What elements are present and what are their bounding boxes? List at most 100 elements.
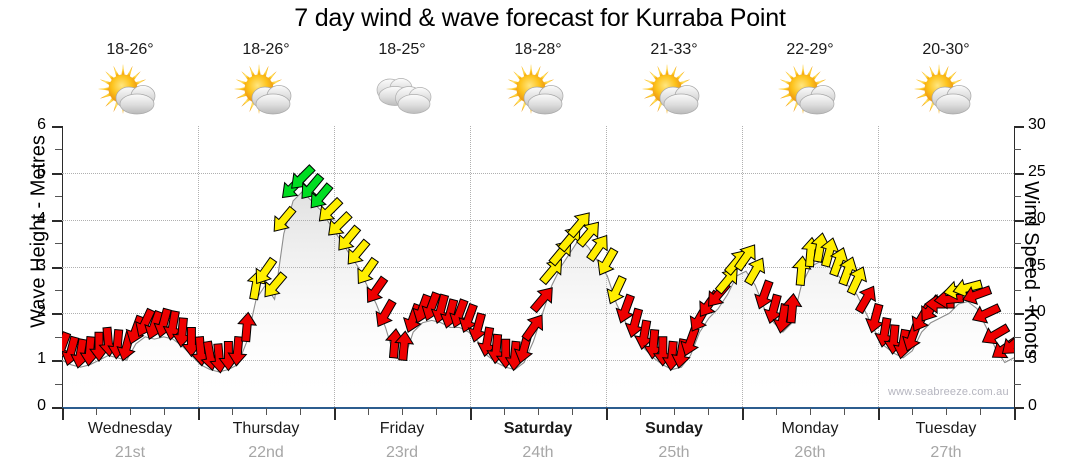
right-axis-label: 15: [1028, 256, 1046, 274]
x-axis-tick: [62, 408, 64, 420]
weather-icon-saturday: [470, 62, 606, 124]
gridline-horizontal: [62, 266, 1014, 268]
page-title: 7 day wind & wave forecast for Kurraba P…: [294, 4, 786, 32]
weather-icon-monday: [742, 62, 878, 124]
wind-arrow: [854, 285, 877, 315]
wind-arrow: [714, 268, 738, 295]
wind-arrow: [375, 298, 397, 328]
right-axis-tick: [1014, 383, 1021, 385]
wind-arrow: [347, 238, 371, 265]
left-axis-tick: [55, 383, 62, 385]
left-axis-tick: [55, 336, 62, 338]
wind-arrow: [255, 256, 278, 285]
sun-cloud-icon: [506, 64, 564, 115]
left-axis-label: 2: [37, 303, 46, 321]
right-axis-tick: [1014, 336, 1021, 338]
temperature-range-sunday: 21-33°: [650, 41, 698, 58]
x-axis-tick: [164, 408, 165, 415]
x-axis-tick: [334, 408, 336, 420]
wind-arrow: [539, 259, 563, 286]
left-axis-tick: [52, 266, 62, 269]
weather-icon-tuesday: [878, 62, 1014, 124]
day-date-tuesday: 27th: [930, 444, 962, 461]
left-axis-label: 5: [37, 162, 46, 180]
wind-arrow: [615, 293, 635, 324]
sun-cloud-icon: [914, 64, 972, 115]
x-axis-tick: [640, 408, 641, 415]
day-date-wednesday: 21st: [114, 444, 146, 461]
x-axis-tick: [844, 408, 845, 415]
x-axis-tick: [198, 408, 200, 420]
gridline-horizontal: [62, 219, 1014, 221]
x-axis-tick: [300, 408, 301, 415]
day-date-thursday: 22nd: [248, 444, 284, 461]
wind-arrow: [971, 303, 1002, 324]
temperature-range-friday: 18-25°: [378, 41, 426, 58]
left-axis-tick: [55, 196, 62, 198]
x-axis-tick: [368, 408, 369, 415]
day-date-friday: 23rd: [385, 444, 419, 461]
right-axis-tick: [1014, 243, 1021, 245]
right-axis-tick: [1014, 126, 1024, 128]
gridline-horizontal: [62, 313, 1014, 315]
right-axis-label: 5: [1028, 350, 1037, 368]
wind-arrow: [394, 330, 415, 362]
left-axis-tick: [52, 313, 62, 316]
right-axis-tick: [1014, 196, 1021, 198]
day-date-monday: 26th: [794, 444, 826, 461]
watermark: www.seabreeze.com.au: [888, 386, 1009, 398]
wave-height-shading: [62, 191, 1014, 407]
wind-direction-arrows: [62, 164, 1014, 374]
left-axis-label: 0: [37, 397, 46, 414]
day-date-saturday: 24th: [522, 444, 554, 461]
sun-cloud-icon: [642, 64, 700, 115]
temperature-range-tuesday: 20-30°: [922, 41, 970, 58]
x-axis-tick: [130, 408, 131, 415]
x-axis-tick: [606, 408, 608, 420]
x-axis-tick: [538, 408, 539, 415]
left-axis-label: 4: [37, 209, 46, 227]
right-axis-label: 20: [1028, 209, 1046, 227]
left-axis-tick: [52, 172, 62, 175]
x-axis-tick: [436, 408, 437, 415]
x-axis-tick: [878, 408, 880, 420]
wind-arrow: [576, 221, 599, 248]
wind-arrow: [597, 247, 619, 276]
left-axis-tick: [52, 407, 62, 409]
day-name-thursday: Thursday: [232, 420, 300, 437]
left-axis-label: 1: [37, 350, 46, 368]
cloud-icon: [376, 78, 432, 114]
weather-icon-friday: [334, 62, 470, 124]
left-axis-tick: [52, 219, 62, 222]
right-axis-tick: [1014, 313, 1024, 316]
wind-arrow: [273, 205, 297, 232]
x-axis-tick: [402, 408, 403, 415]
wind-arrow: [733, 244, 756, 272]
right-axis-tick: [1014, 407, 1024, 409]
right-axis-tick: [1014, 360, 1024, 363]
left-axis-tick: [52, 360, 62, 363]
day-name-friday: Friday: [379, 420, 425, 437]
right-axis-tick: [1014, 219, 1024, 222]
right-axis-tick: [1014, 149, 1021, 151]
right-axis-tick: [1014, 266, 1024, 269]
wind-arrow: [1001, 331, 1014, 354]
wind-arrow: [606, 274, 627, 305]
x-axis-tick: [96, 408, 97, 415]
right-axis-label: 10: [1028, 303, 1046, 321]
temperature-range-saturday: 18-28°: [514, 41, 562, 58]
wind-arrow: [328, 210, 353, 236]
wind-arrow: [962, 285, 993, 305]
left-axis-label: 3: [37, 256, 46, 274]
plot-area: [62, 126, 1014, 407]
wind-arrow: [227, 335, 248, 367]
temperature-range-monday: 22-29°: [786, 41, 834, 58]
left-axis-label: 6: [37, 116, 46, 133]
x-axis-tick: [1014, 408, 1016, 420]
gridline-vertical: [198, 126, 199, 407]
day-name-saturday: Saturday: [503, 420, 573, 437]
wind-arrow: [744, 257, 766, 287]
day-name-wednesday: Wednesday: [87, 420, 173, 437]
wind-arrow: [264, 271, 288, 298]
